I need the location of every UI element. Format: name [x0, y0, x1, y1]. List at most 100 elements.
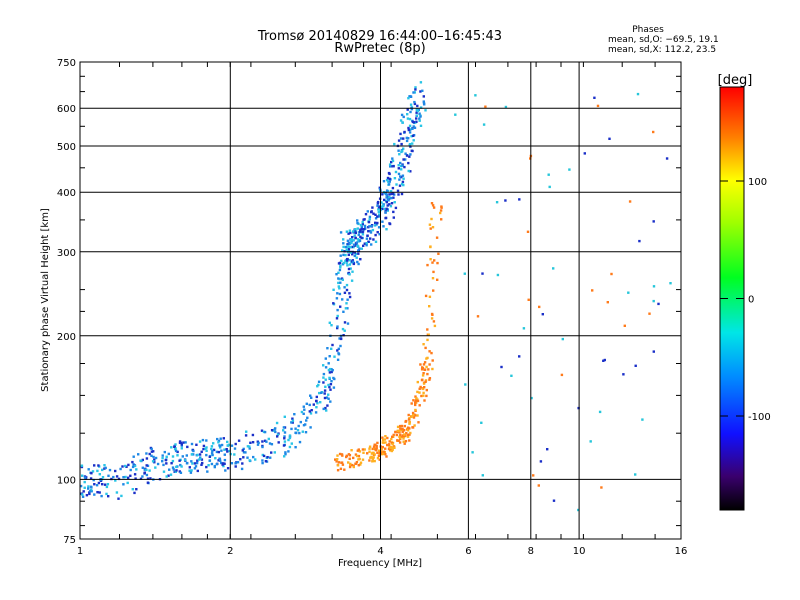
scatter-point	[339, 231, 343, 234]
scatter-point	[384, 211, 387, 214]
scatter-point	[188, 466, 191, 469]
scatter-point	[407, 426, 410, 429]
scatter-point	[341, 463, 345, 466]
scatter-point	[386, 176, 390, 180]
scatter-point	[332, 386, 336, 389]
scatter-point	[274, 430, 277, 434]
scatter-point	[324, 385, 327, 388]
scatter-point	[79, 484, 83, 488]
scatter-point	[496, 273, 500, 277]
scatter-point	[480, 421, 483, 424]
scatter-point	[224, 469, 227, 472]
scatter-point	[530, 396, 533, 400]
scatter-point	[476, 315, 480, 318]
scatter-point	[114, 479, 117, 482]
scatter-point	[312, 403, 315, 406]
scatter-point	[405, 139, 409, 143]
scatter-point	[317, 383, 320, 387]
scatter-point	[211, 453, 214, 457]
scatter-point	[260, 429, 264, 432]
scatter-point	[407, 97, 410, 100]
scatter-point	[226, 467, 230, 470]
scatter-point	[339, 344, 342, 348]
scatter-point	[407, 137, 410, 140]
scatter-point	[347, 461, 350, 464]
scatter-point	[185, 462, 189, 465]
scatter-point	[596, 104, 600, 108]
scatter-point	[431, 367, 434, 371]
scatter-point	[413, 100, 416, 104]
scatter-point	[431, 226, 435, 229]
scatter-point	[397, 167, 400, 170]
scatter-point	[354, 453, 358, 456]
scatter-point	[401, 427, 404, 431]
scatter-point	[433, 259, 436, 262]
scatter-point	[415, 399, 418, 403]
scatter-point	[398, 429, 401, 433]
scatter-point	[366, 452, 369, 455]
scatter-point	[355, 461, 359, 464]
scatter-point	[201, 461, 204, 465]
scatter-point	[403, 433, 406, 436]
scatter-point	[205, 439, 208, 442]
scatter-point	[190, 469, 193, 472]
scatter-point	[385, 228, 388, 231]
scatter-point	[636, 92, 640, 96]
scatter-point	[394, 170, 398, 174]
scatter-point	[167, 452, 170, 456]
scatter-point	[343, 329, 346, 332]
scatter-point	[422, 95, 425, 98]
scatter-point	[374, 221, 377, 224]
scatter-point	[90, 486, 93, 489]
scatter-point	[315, 395, 318, 399]
scatter-point	[322, 376, 325, 379]
scatter-point	[304, 431, 308, 434]
scatter-point	[427, 333, 430, 336]
scatter-point	[413, 413, 416, 416]
scatter-point	[406, 117, 410, 120]
scatter-point	[358, 450, 362, 453]
scatter-point	[399, 424, 402, 428]
scatter-point	[375, 223, 378, 226]
scatter-point	[397, 149, 400, 152]
scatter-point	[205, 453, 208, 457]
scatter-point	[303, 408, 306, 411]
scatter-point	[397, 164, 400, 167]
scatter-point	[184, 458, 187, 462]
scatter-point	[385, 196, 388, 199]
scatter-point	[402, 177, 405, 180]
scatter-point	[328, 355, 331, 358]
scatter-point	[389, 190, 393, 193]
scatter-point	[323, 389, 327, 392]
scatter-point	[376, 215, 379, 218]
scatter-point	[369, 237, 372, 240]
scatter-point	[194, 465, 198, 468]
scatter-point	[333, 377, 336, 381]
scatter-point	[600, 486, 603, 489]
scatter-point	[325, 396, 329, 399]
scatter-point	[356, 227, 359, 230]
scatter-point	[373, 459, 376, 463]
scatter-point	[391, 186, 395, 190]
scatter-point	[392, 216, 395, 219]
scatter-point	[411, 411, 415, 415]
scatter-point	[378, 458, 381, 461]
scatter-point	[652, 220, 655, 223]
scatter-point	[419, 81, 423, 84]
scatter-point	[290, 427, 293, 431]
scatter-point	[149, 477, 152, 480]
scatter-point	[322, 364, 325, 367]
scatter-point	[378, 206, 381, 209]
scatter-point	[251, 433, 255, 437]
scatter-point	[352, 243, 356, 246]
scatter-point	[414, 86, 417, 89]
scatter-point	[426, 328, 429, 331]
scatter-point	[410, 149, 413, 152]
scatter-point	[372, 238, 375, 241]
scatter-point	[343, 321, 347, 324]
scatter-point	[522, 327, 526, 330]
scatter-point	[415, 114, 419, 117]
scatter-point	[134, 477, 137, 480]
scatter-point	[606, 301, 609, 304]
scatter-point	[180, 465, 183, 468]
